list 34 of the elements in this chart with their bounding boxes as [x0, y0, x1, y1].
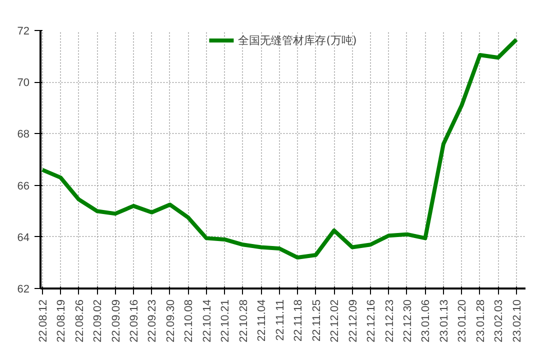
x-tick-label: 22.11.25 — [310, 299, 323, 342]
y-tick-label: 64 — [17, 232, 30, 244]
x-tick-label: 22.12.02 — [329, 299, 342, 342]
x-tick-label: 23.01.13 — [438, 299, 450, 342]
x-tick-label: 22.09.02 — [92, 299, 104, 342]
x-tick-label: 22.08.26 — [74, 299, 86, 342]
y-tick-label: 66 — [17, 180, 30, 192]
x-tick-label: 22.12.30 — [402, 299, 414, 342]
x-tick-label: 23.02.03 — [493, 299, 506, 342]
x-tick-label: 22.10.21 — [220, 299, 232, 342]
y-tick-label: 68 — [17, 128, 30, 141]
legend-label: 全国无缝管材库存(万吨) — [238, 32, 357, 48]
x-tick-label: 22.09.30 — [164, 299, 177, 342]
x-tick-label: 22.11.18 — [292, 299, 305, 342]
y-tick-label: 72 — [17, 26, 30, 38]
x-tick-label: 22.09.09 — [110, 299, 122, 342]
x-tick-label: 23.02.10 — [511, 299, 524, 342]
x-tick-label: 22.09.23 — [146, 299, 159, 342]
x-tick-label: 22.12.23 — [384, 299, 396, 342]
x-tick-label: 22.10.08 — [183, 299, 196, 342]
x-tick-label: 22.11.11 — [274, 300, 286, 341]
x-tick-label: 22.11.04 — [256, 299, 268, 342]
x-tick-label: 23.01.28 — [474, 299, 487, 342]
x-tick-label: 23.01.06 — [420, 299, 432, 342]
y-tick-label: 62 — [17, 284, 30, 296]
x-tick-label: 22.10.28 — [238, 299, 250, 342]
x-tick-label: 23.01.20 — [456, 299, 469, 342]
y-tick-label: 70 — [17, 77, 30, 90]
x-tick-label: 22.12.09 — [347, 299, 360, 342]
x-tick-label: 22.08.19 — [56, 299, 68, 342]
x-tick-label: 22.08.12 — [37, 299, 50, 342]
x-tick-label: 22.10.14 — [201, 299, 214, 342]
x-tick-label: 22.12.16 — [366, 299, 378, 342]
x-tick-label: 22.09.16 — [128, 299, 140, 342]
